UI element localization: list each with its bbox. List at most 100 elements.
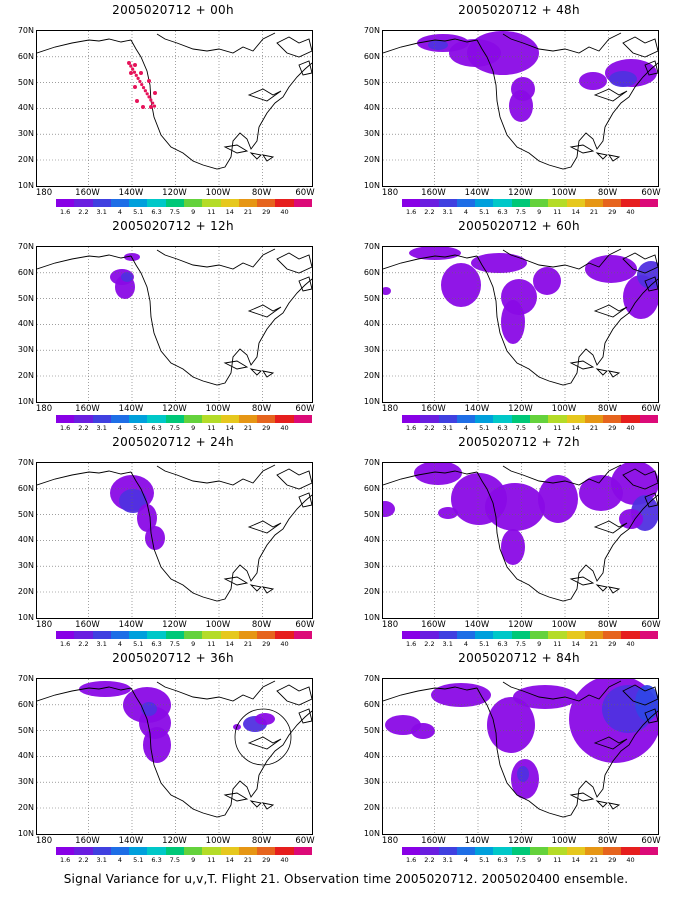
colorbar-swatch [584,847,604,855]
longitude-label: 60W [295,836,315,846]
coastline [476,255,606,386]
colorbar-swatch [420,415,439,423]
latitude-label: 20N [17,155,34,164]
colorbar-label: 11 [207,208,216,216]
observation-point [134,73,138,77]
colorbar-label: 9 [537,424,542,432]
colorbar-swatch [92,415,111,423]
colorbar-swatch [475,415,494,423]
colorbar-label: 21 [589,208,599,216]
colorbar-label: 1.6 [59,208,71,216]
longitude-label: 100W [551,620,577,630]
latitude-label: 70N [17,458,34,467]
colorbar-swatch [511,415,530,423]
colorbar-label: 4 [117,424,123,432]
colorbar-swatch [257,847,276,855]
longitude-label: 120W [162,620,187,630]
longitude-label: 100W [551,404,577,414]
colorbar-label: 3.1 [442,424,453,432]
longitude-label: 140W [464,188,490,198]
colorbar-swatch [110,199,130,207]
colorbar-label: 40 [626,208,635,216]
map-area [382,462,659,619]
coastline [262,802,275,810]
panel-title: 2005020712 + 12h [112,219,234,233]
latitude-label: 40N [363,319,380,329]
longitude-label: 60W [641,620,661,630]
colorbar-swatch [129,415,148,423]
colorbar-swatch [548,631,567,639]
coastline [276,36,312,58]
observation-point [138,79,142,84]
coastline [223,360,249,370]
colorbar-label: 1.6 [405,424,417,432]
variance-contour [585,255,637,283]
coastline [247,520,282,534]
coastline [502,464,622,486]
variance-contour [121,272,133,282]
colorbar-label: 40 [626,424,635,432]
colorbar-swatch [110,631,130,639]
coastline [156,464,276,486]
colorbar-label: 6.3 [497,640,508,648]
colorbar [402,199,658,207]
colorbar-swatch [511,847,530,855]
colorbar-swatch [238,415,258,423]
longitude-label: 60W [641,188,661,198]
coastline [593,88,628,102]
variance-contour [635,685,658,721]
observation-point [129,64,133,68]
latitude-label: 10N [363,396,380,406]
colorbar-swatch [293,199,312,207]
coastline [644,276,658,292]
latitude-label: 10N [363,612,380,622]
longitude-label: 60W [641,836,661,846]
coastline [298,708,312,724]
colorbar-swatch [129,631,148,639]
map-area [36,30,313,187]
colorbar-label: 21 [589,640,599,648]
colorbar-label: 40 [280,640,289,648]
colorbar-swatch [165,847,184,855]
variance-contour [611,463,658,505]
longitude-label: 80W [597,404,618,414]
colorbar-swatch [529,199,549,207]
colorbar-swatch [147,847,166,855]
latitude-label: 30N [17,561,34,571]
observation-point [147,79,151,83]
panel-title: 2005020712 + 72h [458,435,580,449]
colorbar-swatch [275,631,294,639]
longitude-label: 60W [295,188,315,198]
variance-contour [501,529,525,565]
coastline [476,39,606,170]
coastline [298,492,312,508]
colorbar-swatch [202,415,221,423]
colorbar-swatch [293,631,312,639]
colorbar-label: 40 [280,856,289,864]
variance-contour [637,261,658,289]
colorbar-label: 14 [571,208,580,216]
panel-title: 2005020712 + 24h [112,435,234,449]
coastline [593,736,628,750]
colorbar-label: 5.1 [133,856,144,864]
map-plot [37,463,312,618]
colorbar-swatch [493,415,512,423]
colorbar-label: 6.3 [497,208,508,216]
colorbar-label: 4 [463,424,469,432]
longitude-label: 120W [162,188,187,198]
longitude-label: 180 [381,620,399,630]
panel-title: 2005020712 + 48h [458,3,580,17]
colorbar-label: 40 [626,640,635,648]
longitude-label: 100W [205,404,231,414]
longitude-label: 120W [508,836,533,846]
colorbar-label: 3.1 [96,640,107,648]
variance-contour [609,71,637,87]
coastline [276,468,312,490]
latitude-label: 60N [17,699,34,709]
coastline [595,368,608,376]
colorbar-label: 14 [571,856,580,864]
longitude-label: 180 [381,404,399,414]
figure-caption: Signal Variance for u,v,T. Flight 21. Ob… [63,872,629,886]
colorbar-swatch [183,631,203,639]
coastline [569,360,595,370]
